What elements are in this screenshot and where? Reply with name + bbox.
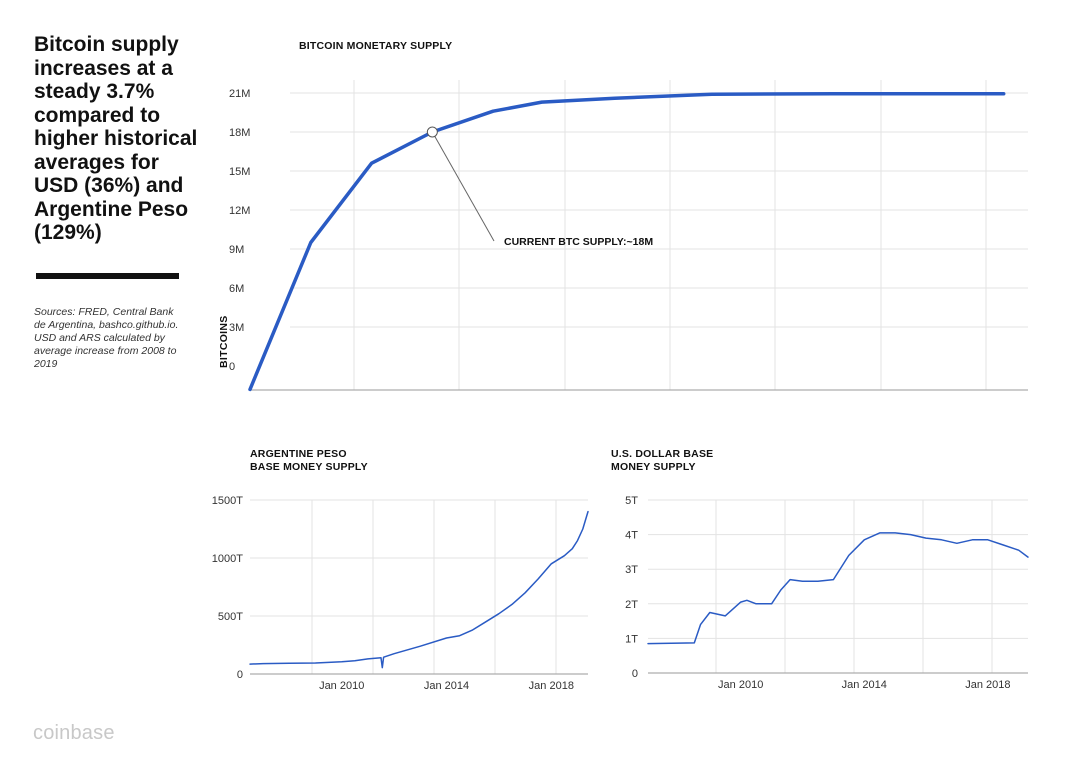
usd-ytick-label: 5T (625, 495, 638, 507)
usd-xtick-label: Jan 2014 (842, 679, 887, 691)
usd-xtick-label: Jan 2010 (718, 679, 763, 691)
btc-series-line (248, 91, 1006, 392)
ars-ytick-label: 1500T (212, 495, 243, 507)
usd-chart-title-line: MONEY SUPPLY (611, 460, 696, 473)
ars-ytick-label: 0 (237, 669, 243, 681)
annotation-marker (426, 126, 438, 138)
btc-ytick-label: 3M (229, 322, 244, 334)
btc-ytick-label: 0 (229, 361, 235, 373)
divider (36, 273, 179, 279)
btc-ylabel: BITCOINS (218, 315, 230, 368)
usd-ytick-label: 1T (625, 633, 638, 645)
usd-ytick-label: 2T (625, 599, 638, 611)
usd-series-line (647, 532, 1029, 645)
ars-chart-title: ARGENTINE PESO BASE MONEY SUPPLY (250, 448, 368, 473)
usd-chart-title: U.S. DOLLAR BASE MONEY SUPPLY (611, 448, 713, 473)
btc-ytick-label: 9M (229, 244, 244, 256)
usd-ytick-label: 3T (625, 564, 638, 576)
usd-ytick-label: 0 (632, 668, 638, 680)
usd-xtick-label: Jan 2018 (965, 679, 1010, 691)
ars-chart-title-line: BASE MONEY SUPPLY (250, 460, 368, 473)
btc-chart-title-line: BITCOIN MONETARY SUPPLY (299, 40, 453, 52)
ars-ytick-label: 500T (218, 611, 243, 623)
ars-xtick-label: Jan 2010 (319, 680, 364, 692)
ars-ytick-label: 1000T (212, 553, 243, 565)
usd-chart: 0 1T 2T 3T 4T 5T Jan 2010 Jan 2014 Jan 2018 (625, 495, 1029, 691)
btc-chart-title: BITCOIN MONETARY SUPPLY (299, 40, 452, 53)
ars-series-line (249, 510, 589, 669)
annotation-leader-line (431, 131, 495, 242)
ars-chart: 0 500T 1000T 1500T Jan 2010 Jan 2014 Jan 2018 (212, 495, 589, 692)
brand-logo: coinbase (33, 722, 115, 744)
ars-xtick-label: Jan 2018 (529, 680, 574, 692)
sources-note: Sources: FRED, Central Bank de Argentina… (34, 306, 179, 370)
annotation-label: CURRENT BTC SUPPLY:~18M (504, 236, 653, 248)
btc-ytick-label: 12M (229, 205, 250, 217)
btc-ytick-label: 6M (229, 283, 244, 295)
ars-xtick-label: Jan 2014 (424, 680, 469, 692)
btc-ytick-label: 18M (229, 127, 250, 139)
btc-chart: 0 3M 6M 9M 12M 15M 18M 21M BITCOINS CURRENT BTC S… (218, 80, 1028, 392)
headline: Bitcoin supply increases at a steady 3.7… (34, 33, 198, 244)
btc-ytick-label: 21M (229, 88, 250, 100)
usd-chart-title-line: U.S. DOLLAR BASE (611, 448, 714, 460)
btc-ytick-label: 15M (229, 166, 250, 178)
usd-ytick-label: 4T (625, 530, 638, 542)
ars-chart-title-line: ARGENTINE PESO (250, 448, 347, 460)
